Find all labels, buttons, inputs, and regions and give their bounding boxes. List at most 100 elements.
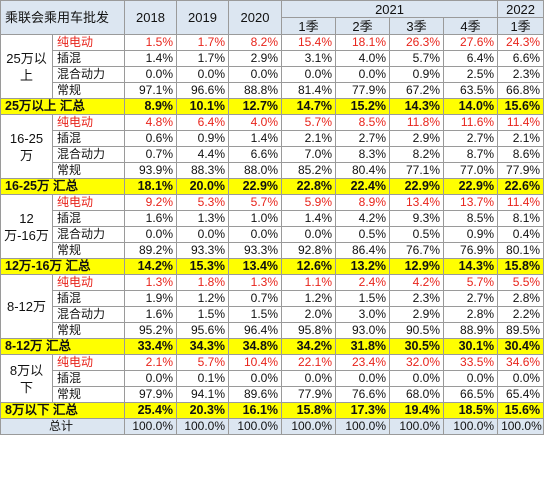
share-value-cell: 8.2% (389, 146, 445, 163)
subtotal-row: 8万以下 汇总 25.4% 20.3% 16.1% 15.8% 17.3% 19.4% 18.… (0, 402, 545, 419)
share-value-cell: 2.7% (443, 130, 499, 147)
share-value-cell: 1.7% (176, 34, 230, 51)
subtotal-value-cell: 17.3% (335, 402, 391, 419)
share-value-cell: 6.4% (176, 114, 230, 131)
subtotal-label: 8-12万 汇总 (0, 338, 126, 355)
subtotal-row: 12万-16万 汇总 14.2% 15.3% 13.4% 12.6% 13.2% 12.9%… (0, 258, 545, 275)
share-value-cell: 0.1% (176, 370, 230, 387)
share-value-cell: 2.5% (443, 66, 499, 83)
table-row: 常规 95.2% 95.6% 96.4% 95.8% 93.0% 90.5% 88.9% 89.… (1, 322, 545, 339)
powertrain-label: 纯电动 (51, 34, 126, 51)
share-value-cell: 3.1% (281, 50, 337, 67)
share-value-cell: 1.4% (124, 50, 178, 67)
powertrain-label: 插混 (51, 50, 126, 67)
subtotal-label: 8万以下 汇总 (0, 402, 126, 419)
share-value-cell: 2.4% (335, 274, 391, 291)
table-row: 混合动力 0.0% 0.0% 0.0% 0.0% 0.5% 0.5% 0.9% 0.4% (1, 226, 545, 243)
subtotal-value-cell: 25.4% (124, 402, 178, 419)
share-value-cell: 1.5% (335, 290, 391, 307)
share-value-cell: 92.8% (281, 242, 337, 259)
share-value-cell: 0.5% (335, 226, 391, 243)
subtotal-value-cell: 22.9% (389, 178, 445, 195)
subtotal-value-cell: 10.1% (176, 98, 230, 115)
powertrain-label: 插混 (51, 370, 126, 387)
year-header-2018: 2018 (124, 0, 178, 35)
powertrain-label: 插混 (51, 290, 126, 307)
share-value-cell: 2.7% (443, 290, 499, 307)
share-value-cell: 1.7% (176, 50, 230, 67)
share-value-cell: 2.1% (497, 130, 545, 147)
share-value-cell: 88.0% (228, 162, 283, 179)
share-value-cell: 4.0% (228, 114, 283, 131)
share-value-cell: 1.3% (176, 210, 230, 227)
share-value-cell: 97.1% (124, 82, 178, 99)
share-value-cell: 0.0% (176, 66, 230, 83)
share-value-cell: 1.3% (124, 274, 178, 291)
share-value-cell: 80.1% (497, 242, 545, 259)
subtotal-value-cell: 14.3% (443, 258, 499, 275)
table-row: 混合动力 0.7% 4.4% 6.6% 7.0% 8.3% 8.2% 8.7% 8.6% (1, 146, 545, 163)
subtotal-label: 16-25万 汇总 (0, 178, 126, 195)
powertrain-label: 插混 (51, 130, 126, 147)
subtotal-value-cell: 22.8% (281, 178, 337, 195)
share-value-cell: 1.2% (281, 290, 337, 307)
share-value-cell: 76.9% (443, 242, 499, 259)
share-value-cell: 1.8% (176, 274, 230, 291)
share-value-cell: 34.6% (497, 354, 545, 371)
subtotal-value-cell: 16.1% (228, 402, 283, 419)
share-value-cell: 0.0% (335, 370, 391, 387)
total-value-cell: 100.0% (281, 418, 337, 435)
share-value-cell: 95.2% (124, 322, 178, 339)
powertrain-label: 混合动力 (51, 146, 126, 163)
share-value-cell: 76.6% (335, 386, 391, 403)
share-value-cell: 1.0% (228, 210, 283, 227)
table-row: 插混 0.0% 0.1% 0.0% 0.0% 0.0% 0.0% 0.0% 0.0% (1, 370, 545, 387)
share-value-cell: 1.1% (281, 274, 337, 291)
share-value-cell: 15.4% (281, 34, 337, 51)
share-value-cell: 76.7% (389, 242, 445, 259)
share-value-cell: 11.4% (497, 194, 545, 211)
share-value-cell: 77.1% (389, 162, 445, 179)
share-value-cell: 27.6% (443, 34, 499, 51)
share-value-cell: 2.9% (228, 50, 283, 67)
share-value-cell: 0.9% (176, 130, 230, 147)
subtotal-value-cell: 33.4% (124, 338, 178, 355)
subtotal-row: 25万以上 汇总 8.9% 10.1% 12.7% 14.7% 15.2% 14.3% 14.… (0, 98, 545, 115)
share-value-cell: 8.9% (335, 194, 391, 211)
subtotal-value-cell: 12.9% (389, 258, 445, 275)
share-value-cell: 93.3% (228, 242, 283, 259)
share-value-cell: 0.9% (443, 226, 499, 243)
subtotal-value-cell: 8.9% (124, 98, 178, 115)
share-value-cell: 66.8% (497, 82, 545, 99)
subtotal-value-cell: 15.6% (497, 402, 545, 419)
share-value-cell: 66.5% (443, 386, 499, 403)
share-value-cell: 6.6% (228, 146, 283, 163)
share-value-cell: 0.0% (228, 370, 283, 387)
powertrain-label: 纯电动 (51, 194, 126, 211)
share-value-cell: 11.8% (389, 114, 445, 131)
total-value-cell: 100.0% (389, 418, 445, 435)
share-value-cell: 24.3% (497, 34, 545, 51)
subtotal-value-cell: 20.0% (176, 178, 230, 195)
share-value-cell: 0.0% (389, 370, 445, 387)
subtotal-row: 8-12万 汇总 33.4% 34.3% 34.8% 34.2% 31.8% 30.5% 30… (0, 338, 545, 355)
share-value-cell: 68.0% (389, 386, 445, 403)
share-value-cell: 3.0% (335, 306, 391, 323)
share-value-cell: 22.1% (281, 354, 337, 371)
share-value-cell: 86.4% (335, 242, 391, 259)
share-value-cell: 2.1% (124, 354, 178, 371)
share-value-cell: 6.4% (443, 50, 499, 67)
share-value-cell: 18.1% (335, 34, 391, 51)
subtotal-value-cell: 18.1% (124, 178, 178, 195)
share-value-cell: 85.2% (281, 162, 337, 179)
subtotal-value-cell: 13.4% (228, 258, 283, 275)
table-row: 插混 0.6% 0.9% 1.4% 2.1% 2.7% 2.9% 2.7% 2.1% (1, 130, 545, 147)
subtotal-value-cell: 15.8% (281, 402, 337, 419)
table-row: 16-25万 纯电动 4.8% 6.4% 4.0% 5.7% 8.5% 11.8% 11.6% 1… (0, 114, 545, 179)
total-row: 总计 100.0% 100.0% 100.0% 100.0% 100.0% 100.0% 10… (0, 418, 545, 435)
share-value-cell: 4.2% (389, 274, 445, 291)
share-value-cell: 8.7% (443, 146, 499, 163)
share-value-cell: 6.6% (497, 50, 545, 67)
subtotal-value-cell: 15.3% (176, 258, 230, 275)
price-band-label: 12万-16万 (0, 194, 53, 259)
